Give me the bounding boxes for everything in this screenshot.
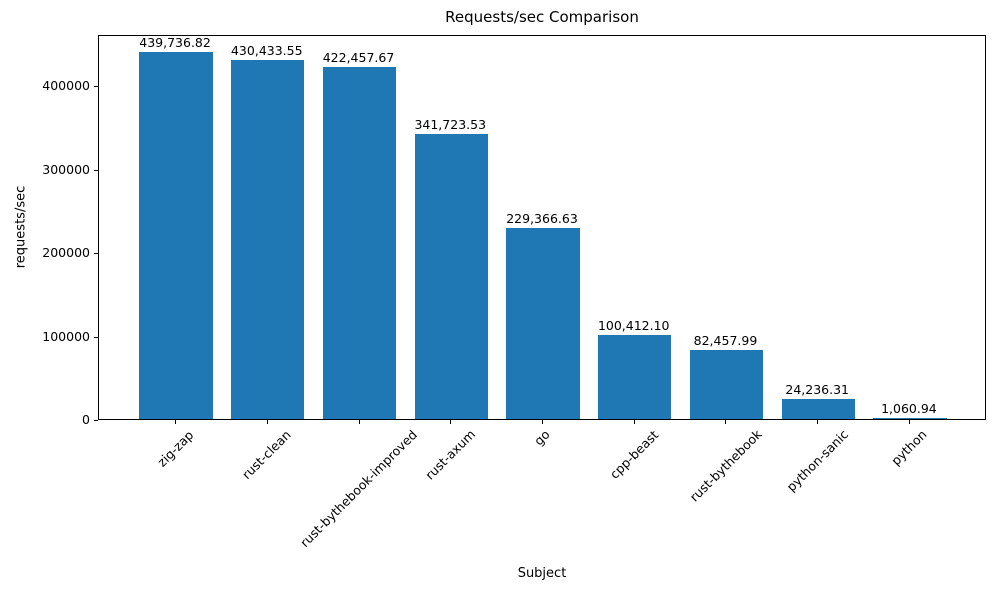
- y-tick-label: 300000: [42, 161, 90, 177]
- bar-rust-bythebook-improved: [322, 66, 397, 419]
- bar-value-label: 229,366.63: [506, 210, 578, 226]
- bar-rust-axum: [414, 134, 488, 419]
- x-tick: [266, 420, 268, 424]
- bar-value-label: 439,736.82: [139, 35, 211, 51]
- x-tick-label: go: [530, 427, 553, 449]
- bar-value-label: 341,723.53: [414, 117, 487, 133]
- bar-rust-clean: [231, 60, 305, 419]
- x-tick-label: python-sanic: [783, 427, 851, 495]
- y-tick: [94, 86, 98, 88]
- x-tick-label: rust-bythebook-improved: [296, 427, 420, 551]
- bar-rust-bythebook: [689, 350, 764, 419]
- chart-title: Requests/sec Comparison: [445, 8, 639, 26]
- x-tick-label: rust-bythebook: [686, 426, 765, 505]
- bar-value-label: 1,060.94: [881, 401, 937, 417]
- x-tick: [450, 420, 452, 424]
- bar-go: [506, 227, 580, 419]
- bar-python: [873, 418, 947, 419]
- x-tick: [358, 420, 360, 424]
- x-axis-label: Subject: [517, 566, 567, 581]
- y-tick-label: 100000: [42, 328, 90, 344]
- bar-cpp-beast: [598, 335, 672, 419]
- bar-value-label: 422,457.67: [322, 49, 395, 65]
- y-tick-label: 200000: [42, 245, 90, 261]
- bar-value-label: 430,433.55: [230, 43, 303, 59]
- y-tick: [94, 253, 98, 255]
- x-tick-label: rust-axum: [422, 426, 479, 483]
- x-tick: [908, 420, 910, 424]
- bar-value-label: 100,412.10: [597, 318, 670, 334]
- bar-zig-zap: [139, 52, 213, 419]
- x-tick-label: rust-clean: [239, 427, 295, 483]
- x-tick: [633, 420, 635, 424]
- x-tick: [175, 420, 177, 424]
- y-tick-label: 0: [82, 412, 90, 427]
- y-tick-label: 400000: [42, 78, 90, 94]
- x-tick-label: cpp-beast: [606, 427, 661, 482]
- x-tick-label: zig-zap: [153, 427, 196, 470]
- bar-value-label: 82,457.99: [693, 333, 758, 349]
- y-tick: [94, 336, 98, 338]
- bar-value-label: 24,236.31: [785, 381, 850, 397]
- bar-python-sanic: [781, 398, 855, 419]
- x-tick: [725, 420, 727, 424]
- x-tick: [817, 420, 819, 424]
- y-tick: [94, 169, 98, 171]
- x-tick-labels: zig-zap rust-clean rust-bythebook-improved…: [98, 424, 986, 584]
- plot-area: [98, 35, 986, 420]
- y-tick: [94, 420, 98, 421]
- x-tick-label: python: [888, 427, 930, 469]
- x-tick: [542, 420, 543, 424]
